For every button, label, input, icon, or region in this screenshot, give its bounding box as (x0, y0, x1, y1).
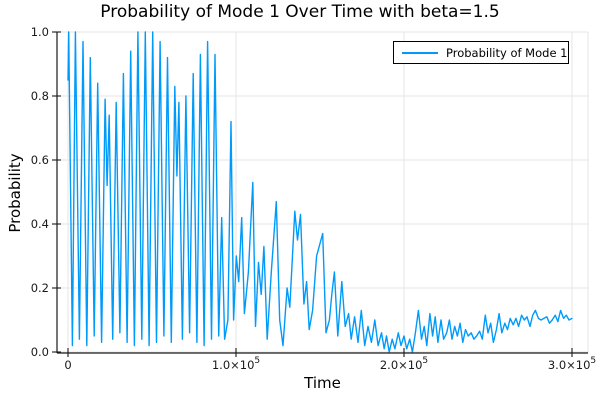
y-tick-label: 0.0 (31, 345, 49, 359)
y-tick-label: 0.8 (31, 89, 49, 103)
y-axis-title: Probability (6, 153, 24, 233)
legend: Probability of Mode 1 (393, 41, 569, 64)
x-tick-label: 2.0×105 (380, 356, 428, 372)
y-tick-label: 0.4 (31, 217, 49, 231)
y-tick-label: 0.6 (31, 153, 49, 167)
x-tick-label: 1.0×105 (212, 356, 260, 372)
legend-label: Probability of Mode 1 (446, 45, 568, 60)
series-line (67, 31, 573, 353)
x-tick-label: 3.0×105 (548, 356, 596, 372)
legend-line-sample (402, 51, 438, 54)
x-axis-title: Time (304, 374, 341, 392)
y-tick-label: 0.2 (31, 281, 49, 295)
chart-title: Probability of Mode 1 Over Time with bet… (100, 2, 500, 22)
y-tick-label: 1.0 (31, 25, 49, 39)
x-tick-label: 0 (64, 358, 71, 372)
